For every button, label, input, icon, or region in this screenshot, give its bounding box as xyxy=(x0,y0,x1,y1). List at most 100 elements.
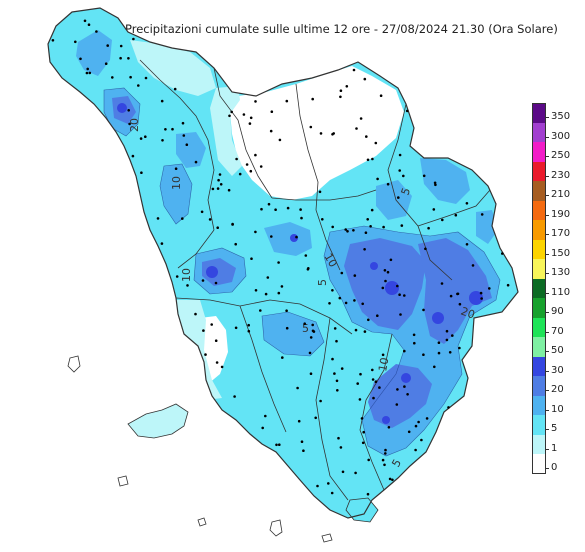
legend-class: 0 xyxy=(532,454,580,474)
station-dot xyxy=(238,172,242,176)
station-dot xyxy=(376,177,379,181)
rain-core-30mm-6 xyxy=(117,103,127,113)
station-dot xyxy=(331,357,334,361)
station-dot xyxy=(228,114,231,118)
station-dot xyxy=(427,226,430,230)
precipitation-map: 5 10 20 10 5 10 5 20 10 5 xyxy=(47,7,519,543)
legend-label: 50 xyxy=(551,345,564,356)
station-dot xyxy=(220,365,224,369)
legend-swatch xyxy=(532,200,546,220)
station-dot xyxy=(441,218,444,222)
station-dot xyxy=(402,174,405,178)
legend-class: 130 xyxy=(532,259,580,279)
station-dot xyxy=(234,242,237,246)
rain-zone-10mm-grosseto xyxy=(262,312,324,356)
station-dot xyxy=(433,365,436,369)
legend-tick xyxy=(546,331,549,333)
legend-label: 30 xyxy=(551,364,564,376)
legend-tick xyxy=(546,156,549,157)
station-dot xyxy=(447,406,450,409)
station-dot xyxy=(353,299,356,302)
station-dot xyxy=(278,443,281,447)
station-dot xyxy=(358,398,362,401)
station-dot xyxy=(501,252,504,255)
legend-label: 0 xyxy=(551,462,558,473)
station-dot xyxy=(424,247,427,251)
station-dot xyxy=(398,293,401,297)
station-dot xyxy=(384,448,387,452)
rain-zone-10mm-northwest xyxy=(76,30,112,76)
station-dot xyxy=(249,116,253,120)
station-dot xyxy=(384,452,387,455)
station-dot xyxy=(233,395,236,398)
legend-tick xyxy=(546,312,549,313)
legend-swatch xyxy=(532,103,546,123)
station-dot xyxy=(309,336,313,339)
rain-core-30mm-5 xyxy=(206,266,218,278)
station-dot xyxy=(432,208,436,211)
station-dot xyxy=(403,294,406,297)
station-dot xyxy=(296,386,299,390)
station-dot xyxy=(422,174,426,178)
station-dot xyxy=(382,225,385,229)
station-dot xyxy=(249,169,253,173)
station-dot xyxy=(235,157,238,161)
station-dot xyxy=(285,99,289,103)
station-dot xyxy=(398,153,402,157)
station-dot xyxy=(234,326,238,330)
station-dot xyxy=(194,312,197,316)
legend-tick xyxy=(546,370,549,372)
station-markers xyxy=(51,19,510,496)
station-dot xyxy=(259,165,263,168)
legend-tick xyxy=(546,409,549,411)
station-dot xyxy=(338,296,342,300)
station-dot xyxy=(458,302,462,306)
station-dot xyxy=(254,289,258,292)
station-dot xyxy=(297,419,301,423)
station-dot xyxy=(339,95,342,99)
station-dot xyxy=(245,163,249,166)
station-dot xyxy=(400,224,404,227)
station-dot xyxy=(321,218,324,221)
station-dot xyxy=(174,167,178,170)
station-dot xyxy=(399,313,402,316)
station-dot xyxy=(354,471,357,475)
legend-label: 90 xyxy=(551,306,564,317)
station-dot xyxy=(139,137,143,140)
legend-tick xyxy=(546,234,549,235)
station-dot xyxy=(425,417,429,420)
legend-swatch xyxy=(532,259,546,279)
contour-label: 5 xyxy=(302,322,309,335)
legend-swatch xyxy=(532,161,546,181)
station-dot xyxy=(144,76,148,80)
station-dot xyxy=(204,353,207,356)
legend-tick xyxy=(546,195,549,196)
station-dot xyxy=(277,291,281,295)
station-dot xyxy=(185,143,189,146)
station-dot xyxy=(335,379,339,383)
station-dot xyxy=(210,323,213,326)
station-dot xyxy=(254,230,257,234)
contour-label: 20 xyxy=(459,305,477,322)
legend-class: 70 xyxy=(532,317,580,337)
station-dot xyxy=(381,286,385,290)
station-dot xyxy=(337,436,340,440)
station-dot xyxy=(161,139,164,142)
station-dot xyxy=(458,346,461,350)
station-dot xyxy=(270,110,274,113)
rain-zone-1mm-north xyxy=(210,86,242,176)
station-dot xyxy=(364,231,368,234)
station-dot xyxy=(465,243,469,246)
station-dot xyxy=(414,424,418,428)
station-dot xyxy=(274,208,277,211)
rain-zone-20mm-livorno xyxy=(202,258,236,286)
station-dot xyxy=(173,87,177,91)
legend-swatch xyxy=(532,239,546,259)
station-dot xyxy=(383,269,387,272)
station-dot xyxy=(448,351,452,354)
legend-label: 250 xyxy=(551,150,571,161)
station-dot xyxy=(331,225,335,229)
station-dot xyxy=(208,218,212,221)
legend-label: 1 xyxy=(551,442,558,454)
station-dot xyxy=(353,274,357,277)
